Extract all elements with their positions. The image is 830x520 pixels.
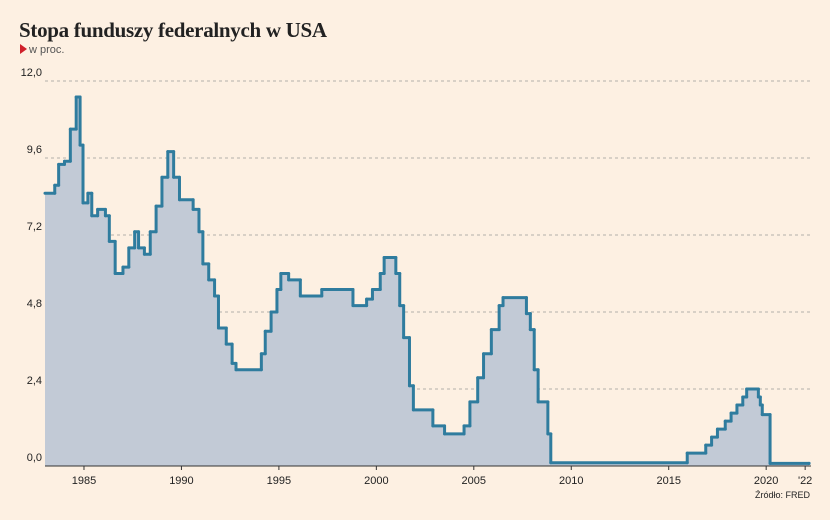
chart-title: Stopa funduszy federalnych w USA <box>19 18 328 42</box>
y-tick-label: 12,0 <box>21 67 42 79</box>
x-tick-label: 2010 <box>559 475 583 487</box>
x-tick-label: 2020 <box>754 475 778 487</box>
y-tick-label: 7,2 <box>27 221 42 233</box>
x-tick-label: 1995 <box>267 475 291 487</box>
area-fill <box>45 97 810 467</box>
y-tick-label: 2,4 <box>27 375 42 387</box>
x-tick-label: 2015 <box>656 475 680 487</box>
chart-subtitle: w proc. <box>28 44 64 56</box>
y-tick-label: 0,0 <box>27 452 42 464</box>
x-tick-label: '22 <box>798 475 812 487</box>
subtitle-marker <box>20 44 27 54</box>
x-tick-label: 1985 <box>72 475 96 487</box>
y-tick-label: 9,6 <box>27 144 42 156</box>
x-tick-label: 1990 <box>169 475 193 487</box>
y-tick-label: 4,8 <box>27 298 42 310</box>
source: Źródło: FRED <box>755 490 811 500</box>
x-tick-label: 2000 <box>364 475 388 487</box>
x-tick-label: 2005 <box>462 475 486 487</box>
